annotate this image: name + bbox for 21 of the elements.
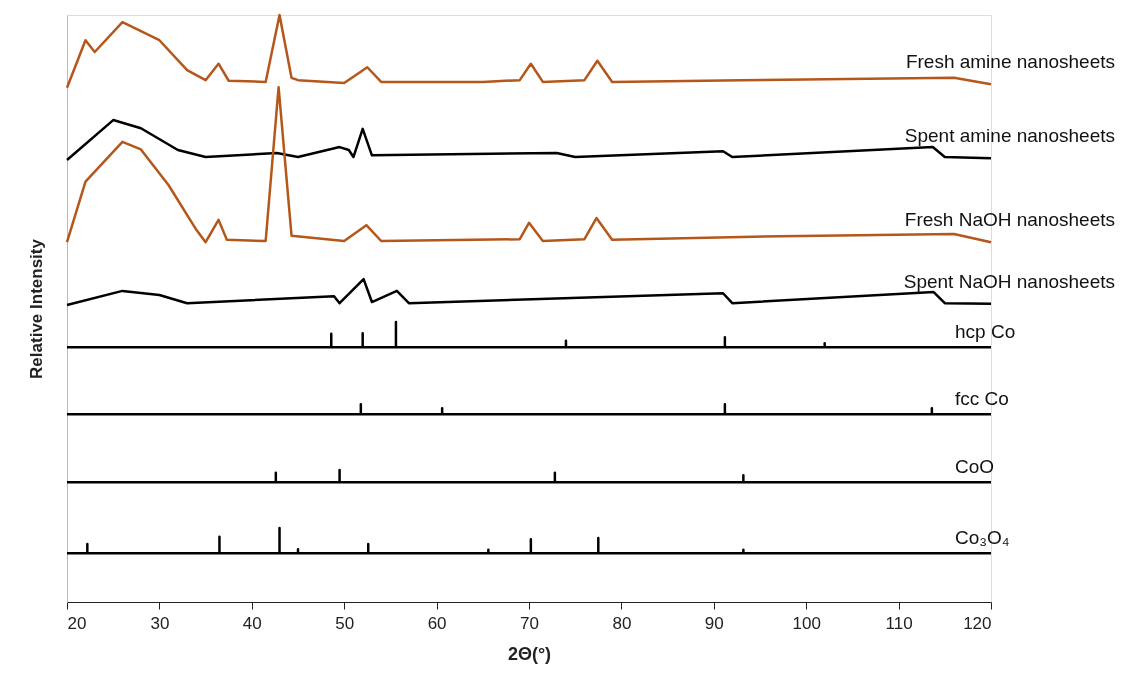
x-tick-label: 60 [427, 613, 447, 633]
x-tick-label: 20 [67, 613, 87, 633]
x-tick-label: 80 [612, 613, 632, 633]
x-tick-label: 120 [963, 613, 992, 633]
x-tick-label: 40 [242, 613, 262, 633]
x-tick-label: 30 [150, 613, 170, 633]
x-tick-label: 50 [335, 613, 355, 633]
series-label: Spent amine nanosheets [904, 125, 1115, 147]
x-tick-label: 110 [885, 613, 913, 633]
series-label: fcc Co [955, 388, 1009, 410]
series-label: Fresh amine nanosheets [905, 51, 1115, 73]
x-tick-label: 100 [792, 613, 821, 633]
y-axis-title: Relative Intensity [26, 238, 46, 379]
x-tick-label: 70 [520, 613, 539, 633]
series-label: hcp Co [955, 321, 1016, 343]
x-axis-title: 2Θ(°) [507, 643, 552, 664]
x-tick-label: 90 [704, 613, 724, 633]
series-label: Co₃O₄ [955, 527, 1010, 549]
series-label: Spent NaOH nanosheets [903, 270, 1115, 292]
series-label: Fresh NaOH nanosheets [904, 209, 1115, 231]
series-label: CoO [955, 456, 995, 478]
